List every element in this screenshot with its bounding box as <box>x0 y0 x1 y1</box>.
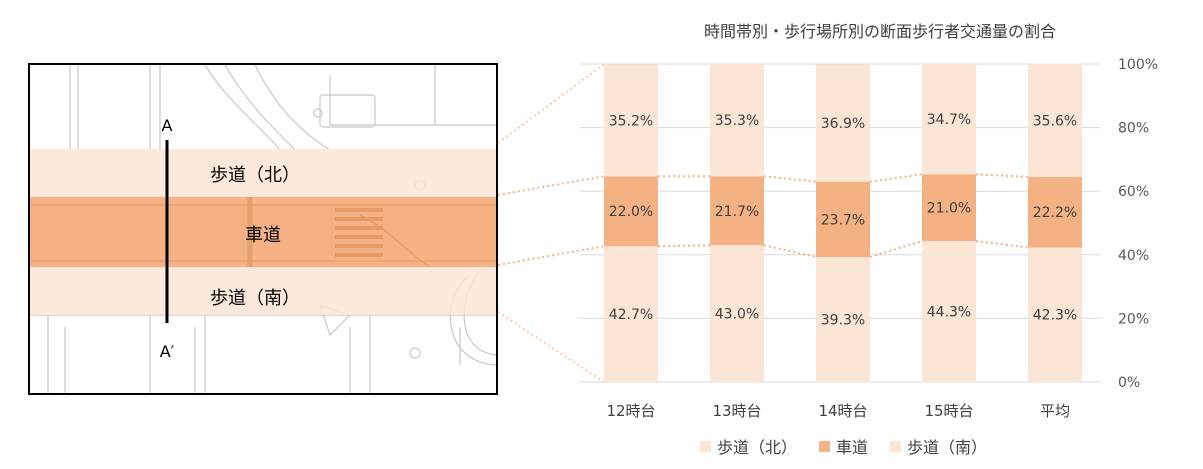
crosswalk-stripes <box>335 208 383 257</box>
x-tick-label: 平均 <box>1040 402 1070 420</box>
legend-item-north: 歩道（北） <box>700 434 797 458</box>
data-label: 21.0% <box>927 201 971 217</box>
data-label: 35.3% <box>715 113 759 129</box>
chart-legend: 歩道（北） 車道 歩道（南） <box>700 434 1009 458</box>
data-label: 36.9% <box>821 116 865 132</box>
north-sidewalk-band <box>30 149 496 197</box>
legend-label-north: 歩道（北） <box>717 438 798 457</box>
bar-segment <box>922 241 976 382</box>
data-label: 22.2% <box>1033 205 1077 221</box>
bar-segment <box>1028 176 1082 248</box>
legend-label-south: 歩道（南） <box>907 438 988 457</box>
roadway-band <box>30 197 496 267</box>
bar-segment <box>710 245 764 382</box>
bar-segment <box>710 64 764 177</box>
north-sidewalk-label: 歩道（北） <box>210 165 300 186</box>
map-connector <box>497 63 605 144</box>
x-tick-label: 14時台 <box>818 402 867 420</box>
legend-swatch-north <box>700 440 711 452</box>
bar-segment <box>816 181 870 258</box>
legend-swatch-roadway <box>819 440 831 452</box>
y-tick-label: 80% <box>1118 121 1149 137</box>
bar-segment <box>922 174 976 242</box>
chart-title: 時間帯別・歩行場所別の断面歩行者交通量の割合 <box>703 22 1056 41</box>
legend-swatch-south <box>890 440 902 452</box>
y-tick-label: 20% <box>1118 311 1149 327</box>
data-label: 23.7% <box>821 212 865 228</box>
bar-segment <box>1028 247 1082 382</box>
south-sidewalk-band <box>30 267 496 315</box>
bar-segment <box>604 176 658 247</box>
legend-item-south: 歩道（南） <box>890 434 987 458</box>
cross-section-map: A A′ 歩道（北） 車道 歩道（南） <box>28 63 498 395</box>
segment-connector <box>869 173 923 183</box>
data-label: 42.7% <box>609 307 653 323</box>
section-start-label: A <box>162 116 173 135</box>
segment-connector <box>975 240 1029 249</box>
bar-segment <box>604 246 658 382</box>
bar-segment <box>922 64 976 175</box>
y-tick-label: 60% <box>1118 184 1149 200</box>
data-label: 34.7% <box>927 112 971 128</box>
segment-connector <box>763 244 817 259</box>
data-label: 22.0% <box>609 204 653 220</box>
data-label: 21.7% <box>715 204 759 220</box>
legend-label-roadway: 車道 <box>836 438 869 457</box>
map-drawing: A A′ 歩道（北） 車道 歩道（南） <box>30 65 496 393</box>
data-label: 43.0% <box>715 307 759 323</box>
segment-connector <box>975 173 1029 178</box>
data-label: 42.3% <box>1033 308 1077 324</box>
legend-item-roadway: 車道 <box>819 434 868 458</box>
segment-connector <box>763 175 817 183</box>
data-label: 35.2% <box>609 113 653 129</box>
bar-segment <box>710 176 764 246</box>
x-tick-label: 15時台 <box>924 402 973 420</box>
data-label: 44.3% <box>927 305 971 321</box>
bar-segment <box>1028 63 1082 177</box>
y-tick-label: 40% <box>1118 248 1149 264</box>
segment-connector <box>657 244 711 248</box>
x-tick-label: 13時台 <box>712 402 761 420</box>
map-connector <box>497 311 605 383</box>
data-label: 35.6% <box>1033 113 1077 129</box>
section-end-label: A′ <box>160 342 175 361</box>
bar-segment <box>816 64 870 182</box>
y-tick-label: 0% <box>1118 375 1140 391</box>
data-label: 39.3% <box>821 313 865 329</box>
south-sidewalk-label: 歩道（南） <box>210 288 300 309</box>
roadway-label: 車道 <box>245 225 281 246</box>
bar-segment <box>816 257 870 382</box>
bar-segment <box>604 64 658 177</box>
x-tick-label: 12時台 <box>606 402 655 420</box>
y-tick-label: 100% <box>1118 57 1158 73</box>
segment-connector <box>869 240 923 258</box>
